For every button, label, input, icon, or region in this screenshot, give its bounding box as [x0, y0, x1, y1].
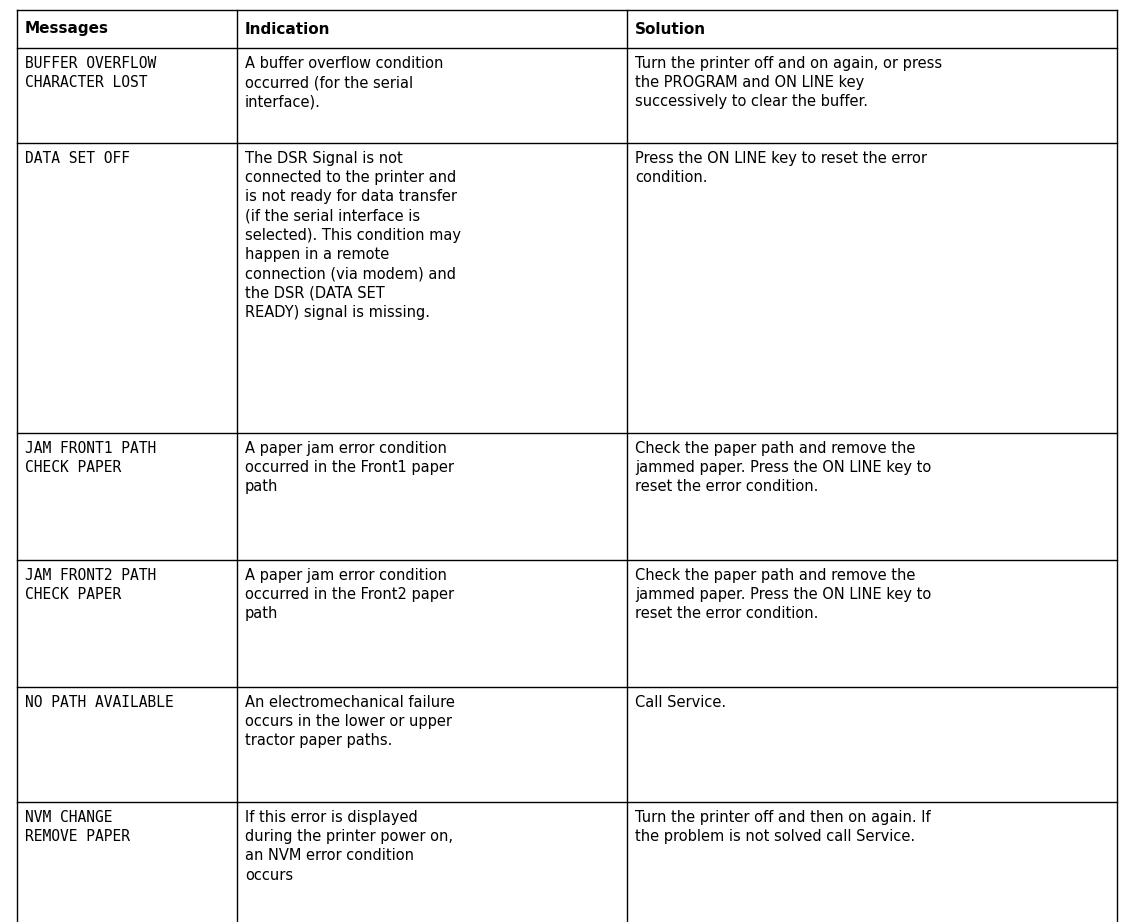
Text: A paper jam error condition
occurred in the Front1 paper
path: A paper jam error condition occurred in …	[245, 441, 454, 494]
Text: An electromechanical failure
occurs in the lower or upper
tractor paper paths.: An electromechanical failure occurs in t…	[245, 695, 454, 749]
Text: The DSR Signal is not
connected to the printer and
is not ready for data transfe: The DSR Signal is not connected to the p…	[245, 151, 461, 320]
Text: Messages: Messages	[25, 21, 109, 37]
Text: BUFFER OVERFLOW
CHARACTER LOST: BUFFER OVERFLOW CHARACTER LOST	[25, 56, 156, 89]
Text: DATA SET OFF: DATA SET OFF	[25, 151, 130, 166]
Text: A paper jam error condition
occurred in the Front2 paper
path: A paper jam error condition occurred in …	[245, 568, 454, 621]
Text: NVM CHANGE
REMOVE PAPER: NVM CHANGE REMOVE PAPER	[25, 810, 130, 844]
Text: JAM FRONT2 PATH
CHECK PAPER: JAM FRONT2 PATH CHECK PAPER	[25, 568, 156, 601]
Text: Solution: Solution	[634, 21, 706, 37]
Text: Indication: Indication	[245, 21, 331, 37]
Text: Call Service.: Call Service.	[634, 695, 726, 710]
Text: JAM FRONT1 PATH
CHECK PAPER: JAM FRONT1 PATH CHECK PAPER	[25, 441, 156, 475]
Text: Press the ON LINE key to reset the error
condition.: Press the ON LINE key to reset the error…	[634, 151, 927, 185]
Text: Turn the printer off and then on again. If
the problem is not solved call Servic: Turn the printer off and then on again. …	[634, 810, 930, 845]
Text: NO PATH AVAILABLE: NO PATH AVAILABLE	[25, 695, 173, 710]
Text: A buffer overflow condition
occurred (for the serial
interface).: A buffer overflow condition occurred (fo…	[245, 56, 443, 110]
Text: Check the paper path and remove the
jammed paper. Press the ON LINE key to
reset: Check the paper path and remove the jamm…	[634, 568, 931, 621]
Text: Check the paper path and remove the
jammed paper. Press the ON LINE key to
reset: Check the paper path and remove the jamm…	[634, 441, 931, 494]
Text: If this error is displayed
during the printer power on,
an NVM error condition
o: If this error is displayed during the pr…	[245, 810, 453, 882]
Text: Turn the printer off and on again, or press
the PROGRAM and ON LINE key
successi: Turn the printer off and on again, or pr…	[634, 56, 943, 110]
